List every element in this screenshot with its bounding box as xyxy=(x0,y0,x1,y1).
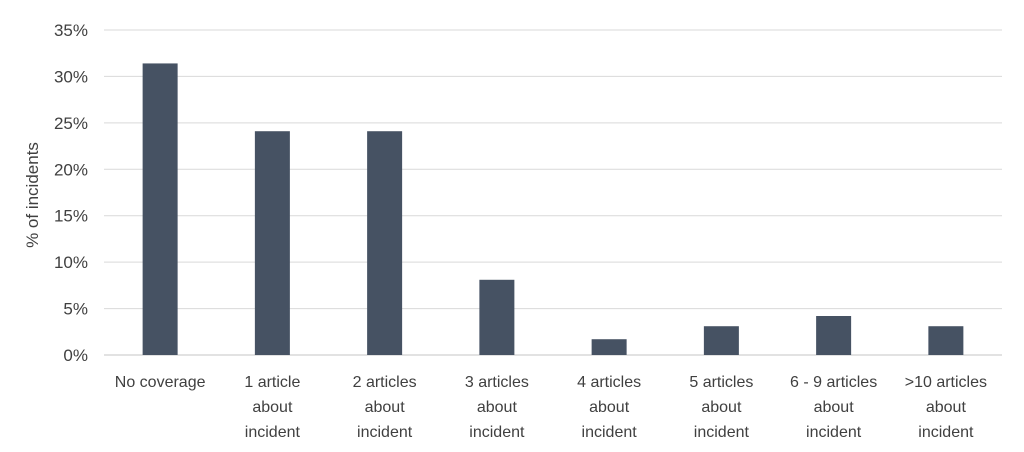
y-axis-ticks: 0% 5% 10% 15% 20% 25% 30% 35% xyxy=(54,21,88,365)
y-axis-title: % of incidents xyxy=(23,142,42,248)
x-category-label: 1 article about incident xyxy=(244,374,300,441)
x-axis-labels: No coverage 1 article about incident 2 artic… xyxy=(115,374,987,441)
y-tick-label: 0% xyxy=(63,346,88,365)
bar xyxy=(928,326,964,355)
y-tick-label: 10% xyxy=(54,253,88,272)
bar xyxy=(703,326,739,355)
x-category-label: 2 articles about incident xyxy=(353,374,417,441)
x-category-label: >10 articles about incident xyxy=(905,374,987,441)
x-category-label: No coverage xyxy=(115,374,206,391)
x-category-label: 3 articles about incident xyxy=(465,374,529,441)
y-tick-label: 15% xyxy=(54,207,88,226)
x-category-label: 6 - 9 articles about incident xyxy=(790,374,877,441)
bar xyxy=(142,63,178,356)
x-category-label: 4 articles about incident xyxy=(577,374,641,441)
bar xyxy=(816,316,852,355)
bar xyxy=(367,131,403,355)
y-tick-label: 25% xyxy=(54,114,88,133)
y-tick-label: 5% xyxy=(63,300,88,319)
bar xyxy=(254,131,290,355)
bar xyxy=(591,339,627,355)
x-category-label: 5 articles about incident xyxy=(689,374,753,441)
y-tick-label: 35% xyxy=(54,21,88,40)
y-tick-label: 30% xyxy=(54,67,88,86)
y-tick-label: 20% xyxy=(54,160,88,179)
bar xyxy=(479,279,515,355)
bars xyxy=(142,63,964,356)
gridlines xyxy=(104,29,1002,356)
